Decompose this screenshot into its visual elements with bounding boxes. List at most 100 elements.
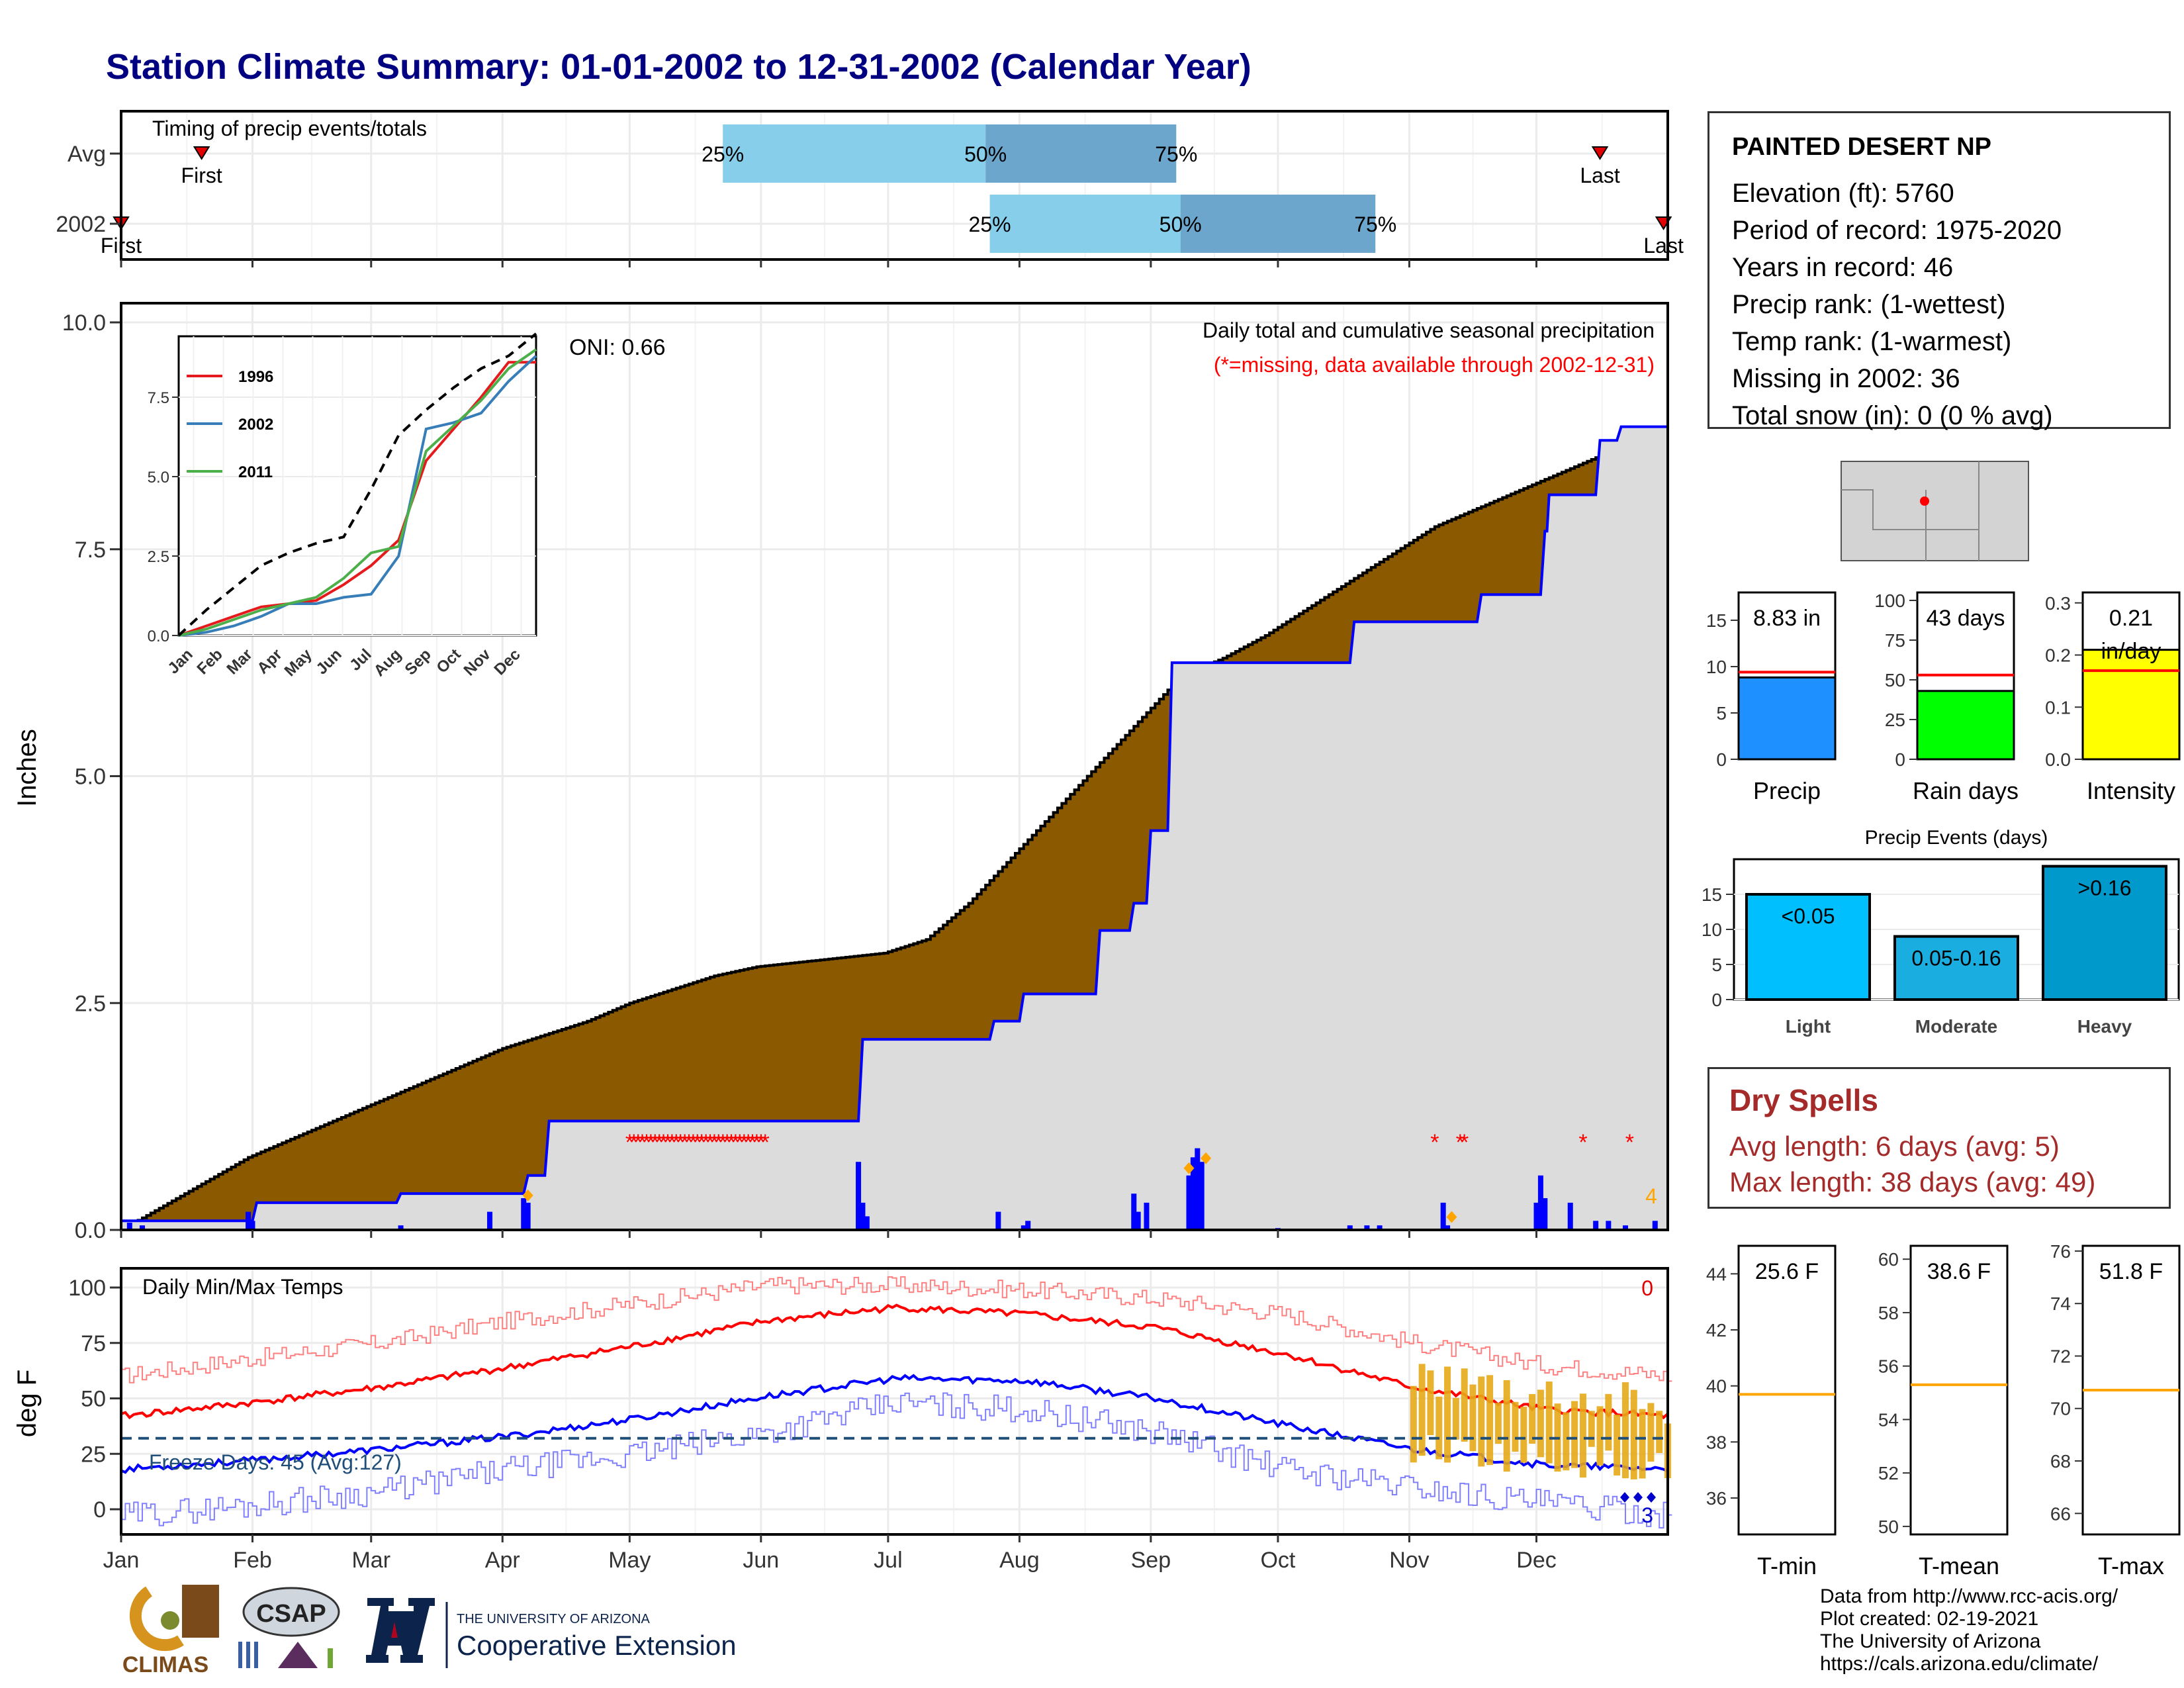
side-y-tick-label: 56: [1878, 1356, 1899, 1377]
temps-title: Daily Min/Max Temps: [142, 1275, 343, 1299]
extreme-diamond-marker: [522, 1189, 533, 1201]
events-bar-label: 0.05-0.16: [1911, 947, 2001, 970]
side-y-tick-label: 75: [1885, 630, 1905, 651]
observed-temp-bar: [1478, 1376, 1485, 1467]
side-value-label: 43 days: [1926, 606, 2005, 631]
inset-legend-label: 1996: [238, 368, 273, 386]
missing-marker: *: [1456, 1130, 1465, 1155]
observed-temp-bar: [1529, 1394, 1536, 1444]
extreme-diamond-marker: [1183, 1162, 1195, 1174]
daily-precip-bar: [246, 1211, 251, 1230]
x-tick-label: Jul: [874, 1548, 902, 1573]
timing-bar-50-75: [1180, 195, 1376, 253]
page-title: Station Climate Summary: 01-01-2002 to 1…: [106, 47, 1251, 87]
observed-temp-bar: [1605, 1393, 1612, 1451]
missing-marker: *: [629, 1130, 638, 1155]
inset-x-tick-label: Nov: [461, 645, 495, 680]
missing-marker: *: [702, 1130, 710, 1155]
missing-marker: *: [1430, 1130, 1439, 1155]
y-tick-label: 100: [68, 1276, 106, 1301]
missing-marker: *: [647, 1130, 655, 1155]
missing-marker: *: [1625, 1130, 1634, 1155]
timing-bar-50-75: [985, 124, 1177, 183]
side-y-tick-label: 0: [1716, 749, 1727, 770]
daily-precip-bar: [1025, 1221, 1031, 1230]
side-y-tick-label: 52: [1878, 1463, 1899, 1483]
observed-temp-bar: [1494, 1403, 1502, 1444]
timing-last-marker: [1591, 146, 1609, 160]
side-value-label: 8.83 in: [1753, 606, 1821, 631]
precip-frame: [120, 302, 1669, 1231]
side-y-tick-label: 100: [1874, 590, 1905, 611]
side-chart-label: T-max: [2098, 1552, 2164, 1579]
y-tick-label: 0: [93, 1497, 106, 1523]
daily-precip-bar: [1622, 1225, 1628, 1230]
observed-temp-bar: [1563, 1412, 1570, 1471]
timing-pct-label: 50%: [964, 142, 1007, 166]
inset-x-tick-label: Oct: [433, 645, 464, 677]
inset-x-tick-label: Mar: [223, 645, 255, 678]
inset-x-tick-label: Dec: [491, 645, 524, 679]
side-value-label: 25.6 F: [1755, 1259, 1819, 1284]
freeze-days-label: Freeze Days: 45 (Avg:127): [149, 1450, 402, 1474]
side-value-bar: [1737, 676, 1837, 761]
side-y-tick-label: 0.3: [2045, 593, 2071, 614]
timing-pct-label: 75%: [1155, 142, 1197, 166]
x-tick-label: Dec: [1516, 1548, 1556, 1573]
timing-title: Timing of precip events/totals: [152, 117, 427, 140]
extreme-diamond-marker: [1446, 1211, 1457, 1223]
climas-logo-text: CLIMAS: [122, 1652, 208, 1677]
missing-marker: *: [756, 1130, 765, 1155]
obs-cumulative-area: [121, 426, 1668, 1230]
side-chart-label: T-min: [1757, 1552, 1817, 1579]
footer-line: Data from http://www.rcc-acis.org/: [1820, 1585, 2118, 1607]
station-years: Years in record: 46: [1732, 253, 1954, 282]
events-bar: [1745, 893, 1871, 1001]
side-y-tick-label: 0.0: [2045, 749, 2071, 770]
observed-temp-bar: [1614, 1415, 1621, 1476]
observed-temp-bar: [1418, 1364, 1426, 1456]
observed-temp-bar: [1486, 1375, 1494, 1466]
daily-precip-bar: [1537, 1175, 1543, 1230]
timing-last-label: Last: [1643, 234, 1684, 258]
y-tick-label: 5.0: [75, 765, 106, 790]
missing-marker: *: [735, 1130, 744, 1155]
side-value-label: 0.21: [2109, 606, 2153, 631]
timing-row-label: Avg: [68, 142, 106, 167]
events-x-label: Heavy: [2077, 1016, 2132, 1037]
x-tick-label: Apr: [485, 1548, 520, 1573]
daily-precip-bar: [521, 1198, 527, 1230]
avg-tmin-line: [120, 1374, 1668, 1474]
events-y-tick-label: 0: [1711, 990, 1722, 1010]
daily-precip-bar: [1652, 1221, 1658, 1230]
y-tick-label: 75: [81, 1331, 106, 1356]
daily-precip-bar: [140, 1225, 146, 1230]
timing-pct-label: 75%: [1354, 212, 1396, 236]
observed-temp-bar: [1410, 1385, 1417, 1463]
observed-temp-bar: [1647, 1403, 1655, 1462]
x-tick-label: Jun: [743, 1548, 779, 1573]
avg-tmax-line: [120, 1303, 1669, 1420]
y-tick-label: 25: [81, 1442, 106, 1467]
station-info-box: PAINTED DESERT NP Elevation (ft): 5760 P…: [1707, 111, 2171, 430]
side-y-tick-label: 44: [1706, 1264, 1727, 1284]
daily-precip-bar: [1440, 1202, 1446, 1230]
precip-panel: ********************************* * ** * *4D…: [13, 302, 1669, 1243]
inset-legend-label: 2002: [238, 416, 273, 434]
station-missing: Missing in 2002: 36: [1732, 364, 1960, 393]
side-y-tick-label: 38: [1706, 1432, 1727, 1452]
side-chart-label: T-mean: [1919, 1552, 1999, 1579]
side-value-bar: [1916, 690, 2015, 761]
events-bar-label: <0.05: [1782, 904, 1835, 928]
missing-marker: *: [655, 1130, 664, 1155]
side-y-tick-label: 50: [1885, 670, 1905, 690]
inset-y-tick-label: 2.5: [148, 548, 169, 566]
missing-marker: *: [752, 1130, 761, 1155]
record-tmin-line: [121, 1392, 1672, 1529]
inset-y-tick-label: 7.5: [148, 389, 169, 407]
observed-temp-bar: [1596, 1406, 1604, 1466]
missing-marker: *: [693, 1130, 702, 1155]
freeze-diamond-marker: [1633, 1492, 1643, 1503]
inset-series-line: [178, 348, 537, 637]
